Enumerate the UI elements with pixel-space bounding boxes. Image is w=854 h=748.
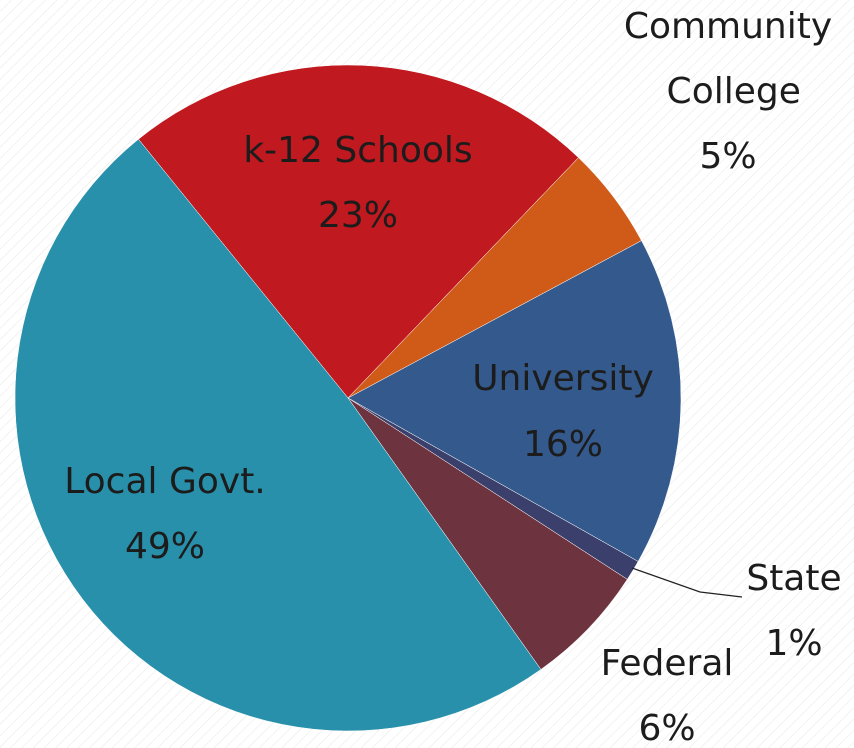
pie-slice [347,397,628,670]
slice-value-label: 23% [318,195,398,236]
pie-slice [347,240,682,562]
slice-value-label: 5% [699,136,756,177]
slice-label: Local Govt. [64,461,266,502]
slice-value-label: 49% [125,526,205,567]
slice-label: University [472,358,654,399]
label-line: Community [624,6,832,47]
labels: k-12 Schools 23% Community College 5% Univer… [64,6,841,748]
slice-value-label: 6% [638,708,695,748]
label-line: College [655,71,801,112]
slice-value-label: 16% [523,424,603,465]
leader-line [631,567,743,598]
slice-label: k-12 Schools [243,130,472,171]
slice-label: Federal [601,643,734,684]
pie-slice [138,64,579,399]
slice-label: Community College [624,6,832,112]
slice-label: State [746,558,841,599]
slice-value-label: 1% [765,623,822,664]
slices [14,64,682,732]
pie-slice [14,138,542,732]
